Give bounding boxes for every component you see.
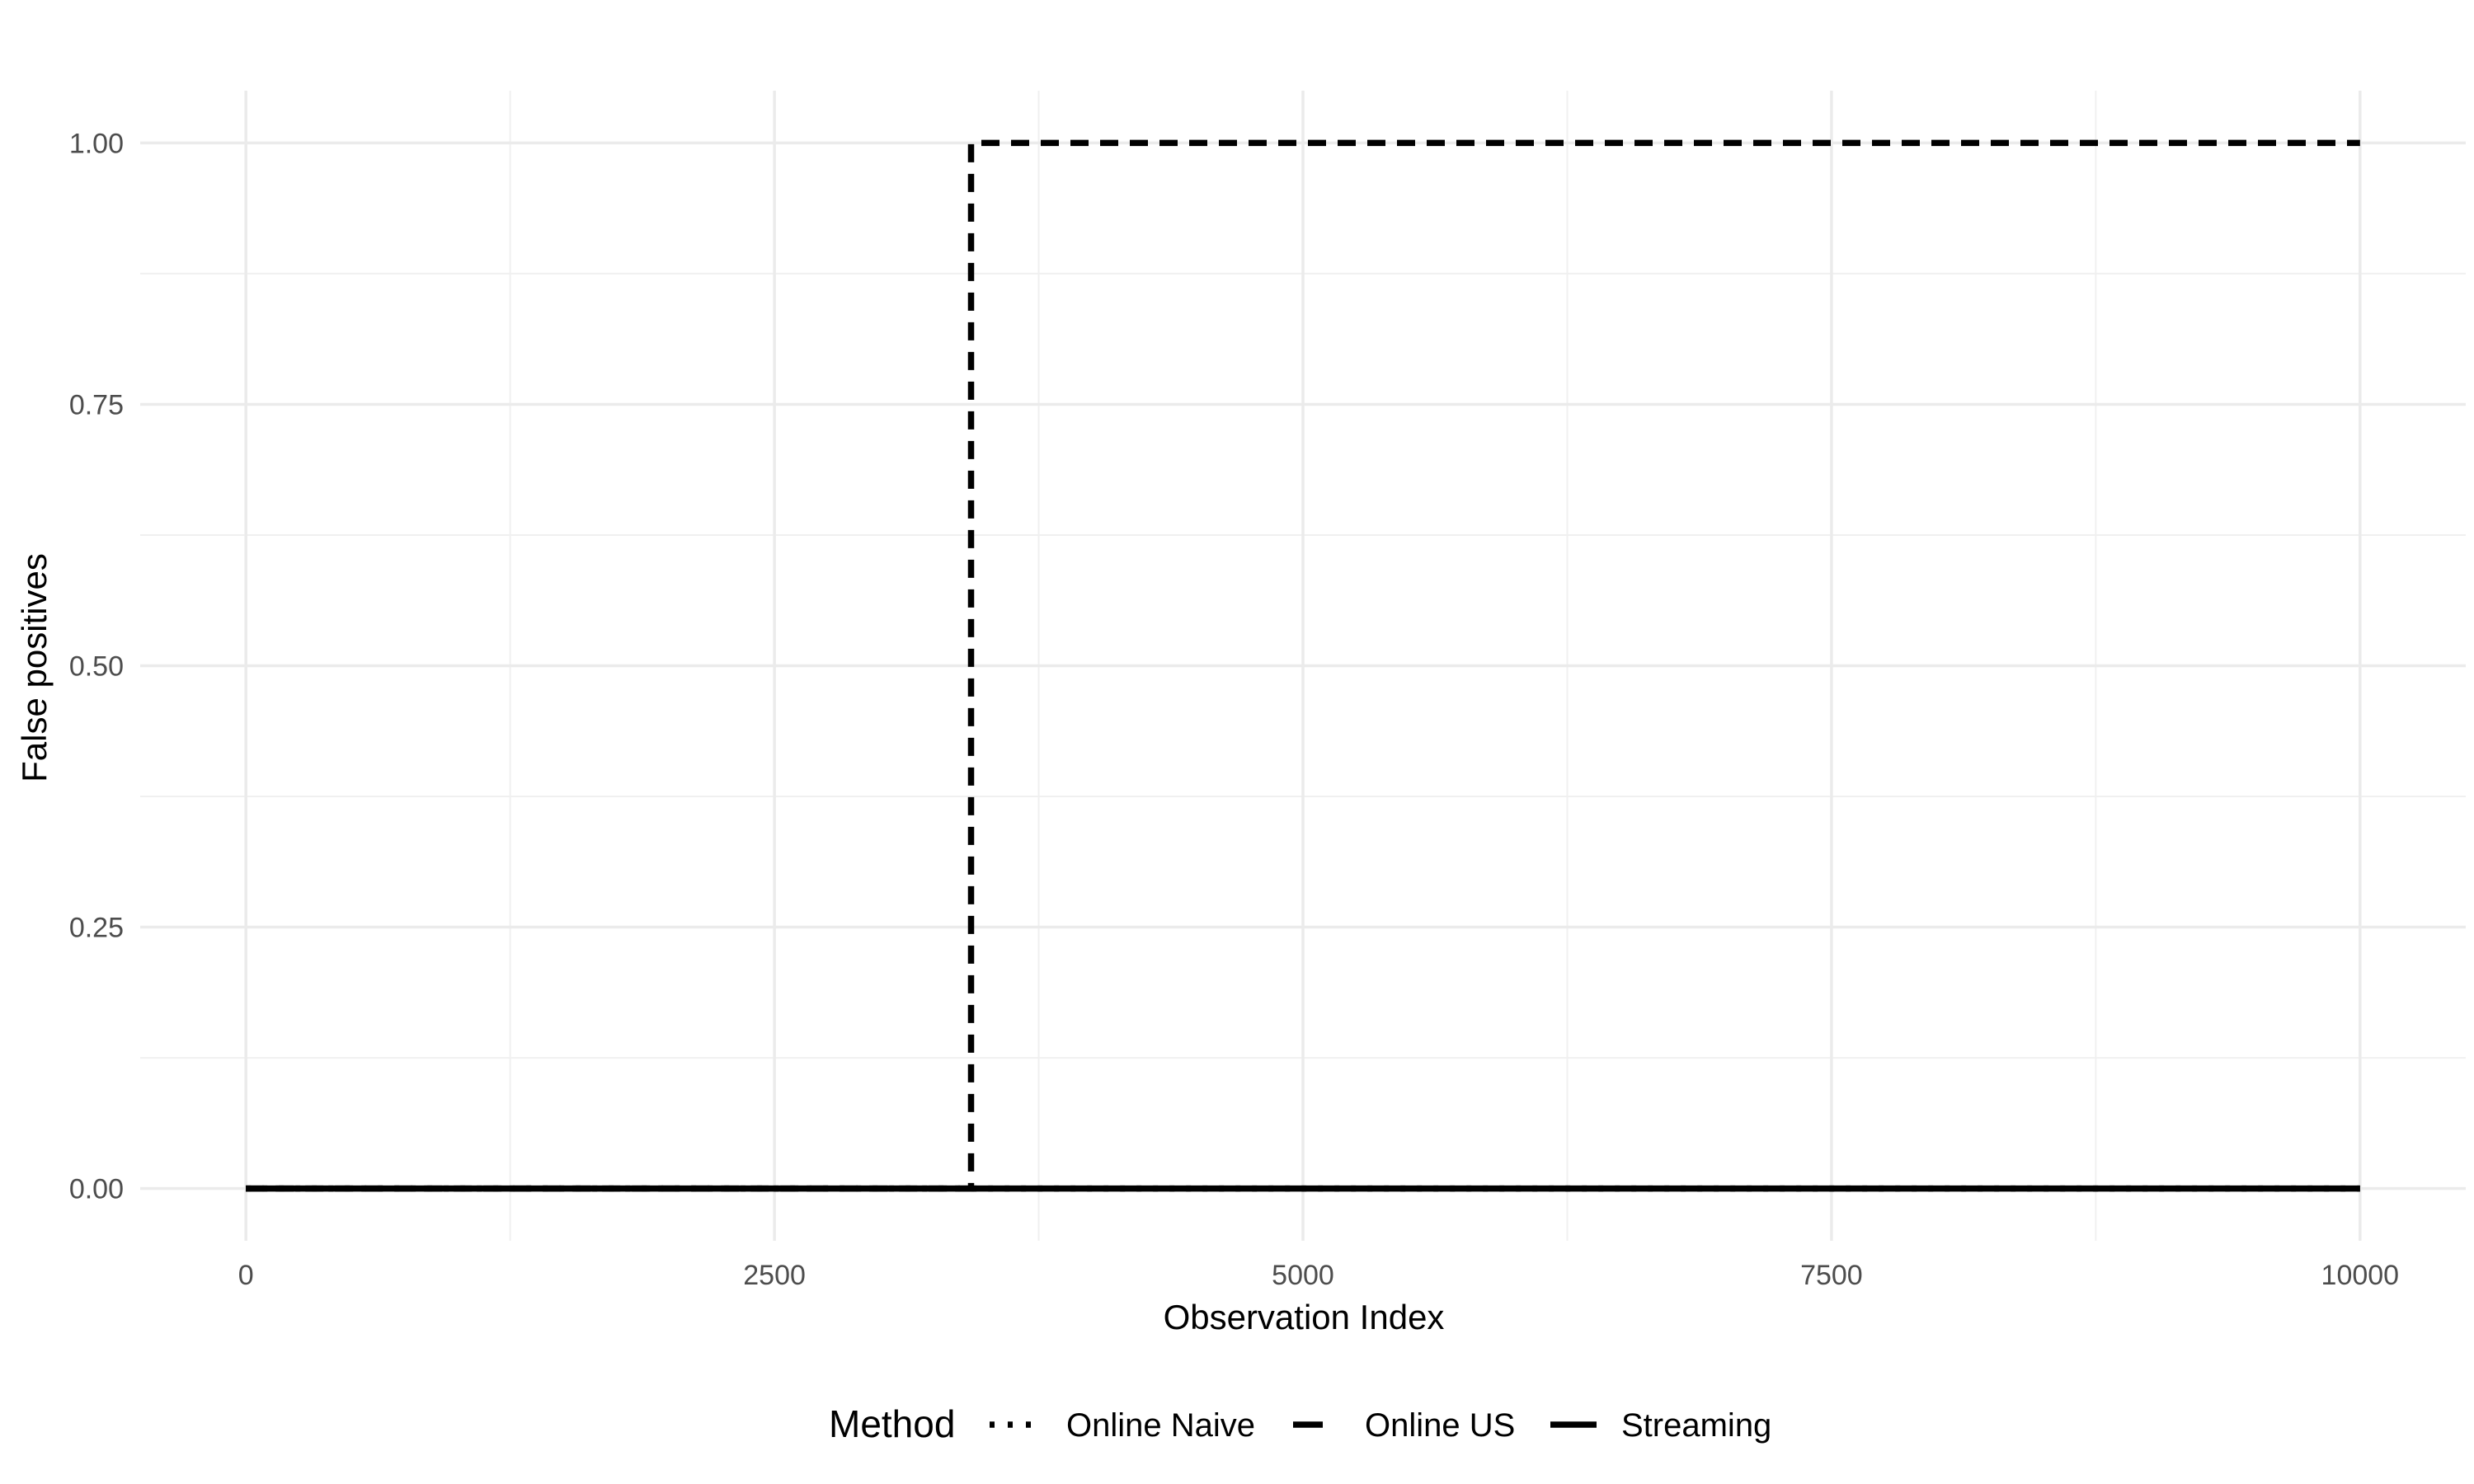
y-tick-label: 0.75 <box>69 389 124 420</box>
x-tick-label: 2500 <box>743 1260 806 1291</box>
x-axis-ticks: 0 2500 5000 7500 10000 <box>238 1260 2399 1291</box>
x-tick-label: 5000 <box>1272 1260 1334 1291</box>
y-axis-ticks: 0.00 0.25 0.50 0.75 1.00 <box>69 128 124 1205</box>
series-lines <box>246 139 2360 1192</box>
y-tick-label: 0.50 <box>69 651 124 683</box>
legend: Method Online Naive Online US Streaming <box>829 1402 1771 1445</box>
y-axis-title: False positives <box>15 553 54 782</box>
y-tick-label: 0.25 <box>69 913 124 944</box>
x-tick-label: 0 <box>238 1260 254 1291</box>
legend-label-streaming: Streaming <box>1621 1407 1771 1444</box>
legend-label-online-us: Online US <box>1365 1407 1515 1444</box>
y-tick-label: 1.00 <box>69 128 124 159</box>
y-tick-label: 0.00 <box>69 1174 124 1205</box>
legend-title: Method <box>829 1402 955 1445</box>
x-tick-label: 7500 <box>1800 1260 1863 1291</box>
legend-label-online-naive: Online Naive <box>1066 1407 1255 1444</box>
x-axis-title: Observation Index <box>1164 1298 1445 1336</box>
grid <box>140 91 2466 1241</box>
x-tick-label: 10000 <box>2321 1260 2400 1291</box>
